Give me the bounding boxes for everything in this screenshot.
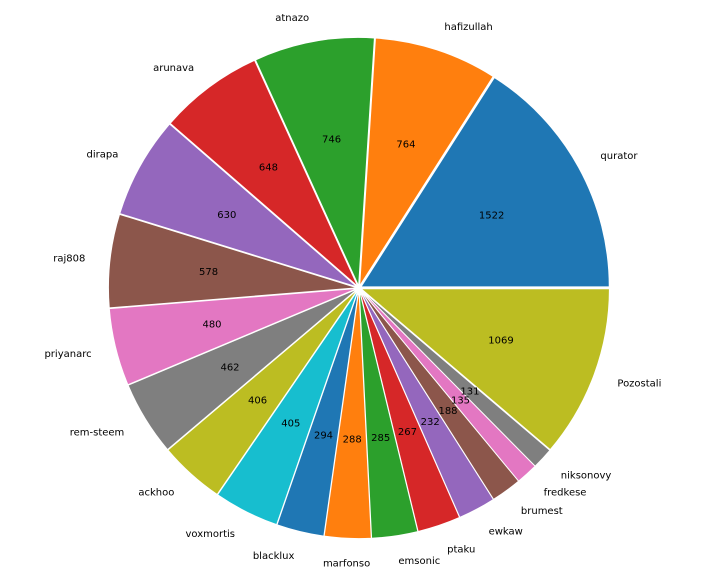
pie-labels: 1522 qurator 764 hafizullah 746 atnazo 648 arun…: [44, 13, 661, 570]
slice-label-brumest: brumest: [521, 506, 563, 517]
slice-value-raj808: 578: [199, 267, 218, 278]
slice-value-ptaku: 267: [398, 427, 417, 438]
pie-slice-qurator: [360, 77, 610, 288]
slice-value-arunava: 648: [259, 162, 278, 173]
pie-slice-ackhoo: [167, 289, 358, 495]
slice-label-voxmortis: voxmortis: [185, 529, 235, 540]
slice-value-atnazo: 746: [322, 135, 341, 146]
slice-label-emsonic: emsonic: [398, 556, 440, 567]
pie-slice-priyanarc: [108, 288, 357, 386]
slice-value-blacklux: 294: [314, 431, 333, 442]
pie-slice-rem-steem: [127, 288, 358, 451]
slice-label-niksonovy: niksonovy: [561, 471, 612, 482]
slice-value-ewkaw: 232: [421, 417, 440, 428]
slice-label-marfonso: marfonso: [323, 559, 370, 570]
slice-label-atnazo: atnazo: [275, 13, 309, 24]
pie-slice-voxmortis: [217, 289, 359, 526]
slice-value-rem-steem: 462: [220, 363, 239, 374]
slice-value-dirapa: 630: [217, 210, 236, 221]
pie-slice-emsonic: [358, 290, 419, 539]
pie-slice-marfonso: [323, 290, 372, 539]
slice-label-rem-steem: rem-steem: [70, 427, 125, 438]
slice-value-pozostali: 1069: [488, 336, 513, 347]
slice-value-hafizullah: 764: [396, 140, 415, 151]
slice-label-hafizullah: hafizullah: [444, 22, 492, 33]
pie-slices: [108, 37, 610, 539]
slice-value-qurator: 1522: [479, 211, 504, 222]
slice-label-pozostali: Pozostali: [617, 379, 661, 390]
slice-value-fredkese: 135: [451, 396, 470, 407]
pie-slice-dirapa: [119, 123, 358, 288]
slice-label-arunava: arunava: [153, 63, 194, 74]
pie-slice-raj808: [108, 213, 357, 309]
pie-slice-hafizullah: [359, 37, 494, 286]
pie-slice-atnazo: [255, 37, 375, 286]
slice-value-brumest: 188: [438, 406, 457, 417]
pie-slice-arunava: [169, 59, 358, 287]
slice-label-qurator: qurator: [600, 151, 638, 162]
slice-label-priyanarc: priyanarc: [44, 349, 91, 360]
slice-value-emsonic: 285: [371, 433, 390, 444]
pie-slice-pozostali: [360, 288, 610, 451]
slice-value-voxmortis: 405: [281, 419, 300, 430]
slice-value-priyanarc: 480: [202, 319, 221, 330]
slice-label-dirapa: dirapa: [87, 150, 119, 161]
slice-value-marfonso: 288: [343, 435, 362, 446]
slice-value-niksonovy: 131: [460, 386, 479, 397]
pie-slice-blacklux: [276, 290, 359, 537]
slice-label-ackhoo: ackhoo: [138, 488, 174, 499]
pie-slice-niksonovy: [360, 289, 551, 467]
pie-slice-ptaku: [359, 290, 461, 532]
slice-label-raj808: raj808: [53, 253, 85, 264]
slice-label-fredkese: fredkese: [544, 488, 587, 499]
slice-label-ptaku: ptaku: [447, 544, 475, 555]
slice-value-ackhoo: 406: [248, 396, 267, 407]
slice-label-blacklux: blacklux: [253, 551, 295, 562]
slice-label-ewkaw: ewkaw: [489, 526, 523, 537]
